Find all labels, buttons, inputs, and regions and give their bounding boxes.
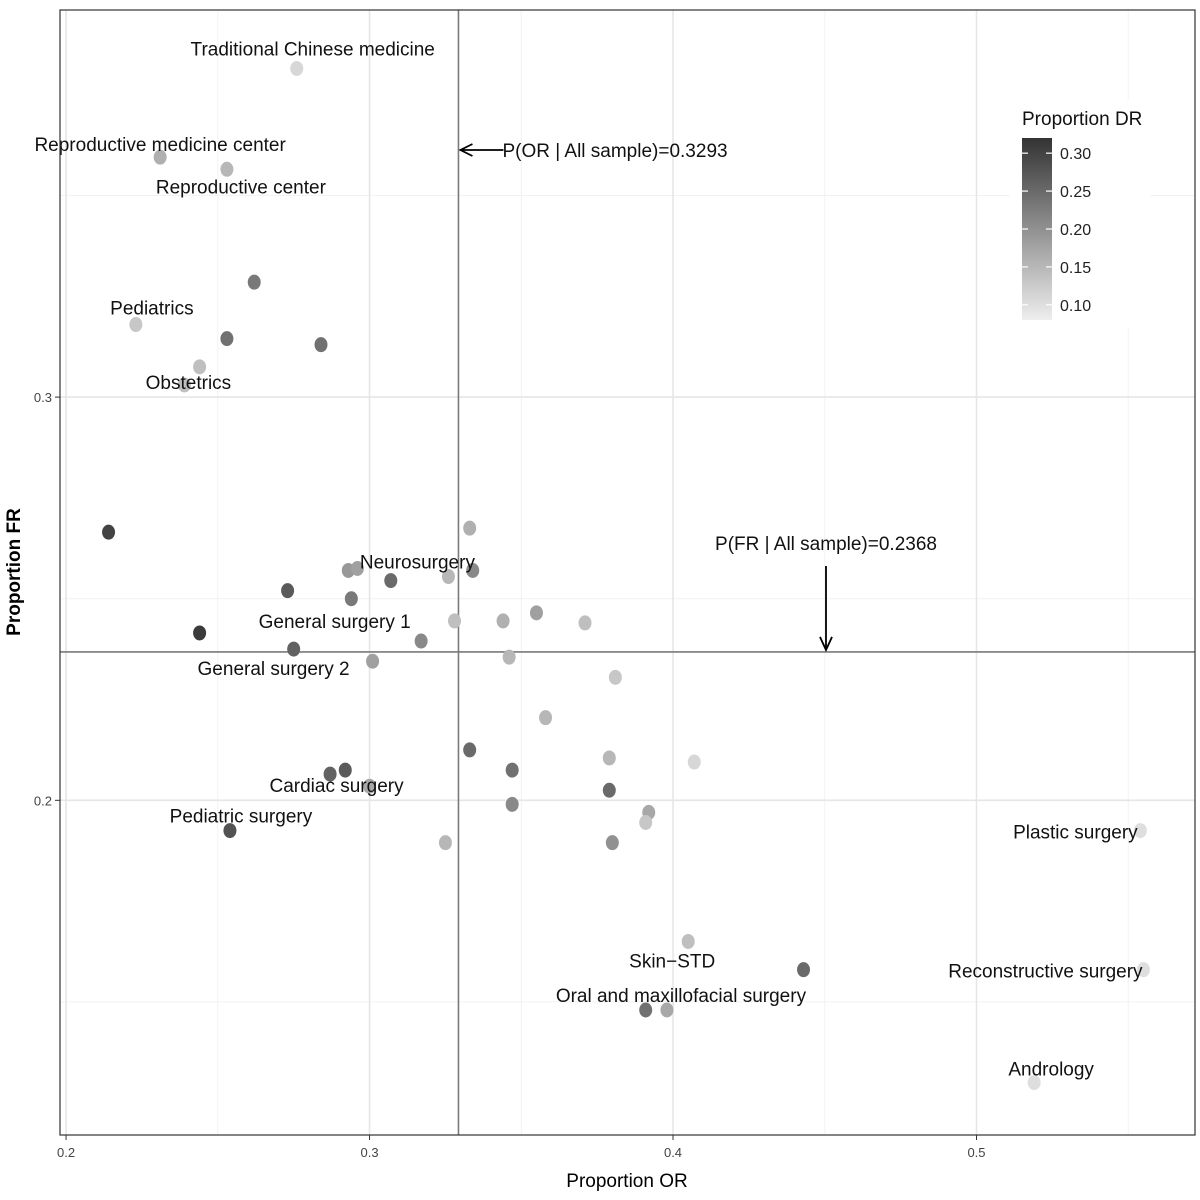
y-tick-label: 0.2 — [34, 793, 52, 808]
data-point — [153, 149, 167, 165]
data-point — [605, 835, 619, 851]
data-point — [441, 569, 455, 585]
data-point — [1136, 962, 1150, 978]
y-axis-ticks: 0.2 0.3 — [34, 390, 60, 808]
y-axis-title: Proportion FR — [4, 508, 25, 636]
legend-tick-label: 0.20 — [1060, 222, 1091, 239]
point-labels: Traditional Chinese medicine Reproductive… — [34, 39, 1143, 1080]
data-point — [366, 653, 380, 669]
data-point — [438, 835, 452, 851]
legend-title: Proportion DR — [1022, 109, 1142, 130]
data-point — [220, 331, 234, 347]
grid-lines — [60, 10, 1195, 1135]
data-point — [129, 317, 143, 333]
data-points — [102, 60, 1150, 1091]
data-point — [639, 815, 653, 830]
point-label: Pediatrics — [110, 299, 193, 320]
point-label: General surgery 1 — [259, 612, 411, 633]
data-point — [608, 669, 622, 685]
data-point — [314, 337, 328, 353]
arrow-or-head — [458, 143, 473, 157]
x-axis-ticks: 0.2 0.3 0.4 0.5 — [57, 1135, 986, 1160]
data-point — [323, 766, 337, 782]
data-point — [602, 750, 616, 766]
data-point — [639, 1002, 653, 1018]
data-point — [290, 60, 304, 76]
data-point — [539, 710, 553, 726]
data-point — [193, 625, 207, 641]
x-tick-label: 0.3 — [361, 1145, 379, 1160]
legend-tick-label: 0.15 — [1060, 260, 1091, 277]
data-point — [466, 562, 480, 578]
point-label: Reconstructive surgery — [948, 962, 1143, 983]
reference-lines — [60, 10, 1195, 1135]
data-point — [502, 649, 516, 665]
data-point — [384, 573, 398, 589]
point-label: Reproductive center — [156, 177, 327, 198]
legend-ticks: 0.30 0.25 0.20 0.15 0.10 — [1022, 146, 1091, 315]
data-point — [797, 962, 811, 978]
data-point — [287, 641, 301, 657]
data-point — [1027, 1075, 1041, 1091]
data-point — [602, 782, 616, 798]
data-point — [102, 524, 116, 540]
data-point — [505, 762, 519, 778]
data-point — [344, 591, 358, 607]
x-tick-label: 0.5 — [967, 1145, 985, 1160]
data-point — [177, 377, 191, 393]
data-point — [281, 583, 295, 599]
data-point — [687, 754, 701, 770]
data-point — [338, 762, 352, 778]
data-point — [578, 615, 592, 631]
data-point — [193, 359, 207, 375]
annotation-fr-label: P(FR | All sample)=0.2368 — [715, 534, 937, 555]
data-point — [463, 520, 477, 536]
point-label: General surgery 2 — [198, 659, 350, 680]
data-point — [363, 778, 377, 794]
data-point — [660, 1002, 674, 1018]
data-point — [223, 823, 237, 839]
point-label: Obstetrics — [146, 373, 232, 394]
data-point — [350, 560, 364, 576]
color-legend: Proportion DR 0.30 0.25 0.20 0.15 0.10 — [1010, 100, 1150, 328]
data-point — [463, 742, 477, 758]
data-point — [247, 274, 261, 290]
annotation-or-label: P(OR | All sample)=0.3293 — [502, 141, 727, 162]
point-label: Cardiac surgery — [269, 776, 404, 797]
data-point — [496, 613, 510, 629]
point-label: Pediatric surgery — [170, 807, 313, 828]
point-label: Plastic surgery — [1013, 823, 1138, 844]
data-point — [681, 933, 695, 949]
x-axis-title: Proportion OR — [566, 1171, 687, 1192]
data-point — [220, 161, 234, 177]
point-label: Skin−STD — [629, 951, 715, 972]
panel-border — [59, 9, 1196, 1136]
point-label: Oral and maxillofacial surgery — [556, 986, 807, 1007]
data-point — [529, 605, 543, 621]
legend-tick-label: 0.25 — [1060, 184, 1091, 201]
data-point — [448, 613, 462, 629]
point-label: Neurosurgery — [360, 552, 476, 573]
data-point — [414, 633, 428, 649]
point-label: Andrology — [1008, 1060, 1094, 1081]
legend-tick-label: 0.10 — [1060, 298, 1091, 315]
legend-tick-label: 0.30 — [1060, 146, 1091, 163]
x-tick-label: 0.2 — [57, 1145, 75, 1160]
x-tick-label: 0.4 — [664, 1145, 682, 1160]
point-label: Traditional Chinese medicine — [191, 39, 435, 60]
arrow-fr-head — [819, 636, 833, 653]
data-point — [505, 796, 519, 812]
point-label: Reproductive medicine center — [34, 135, 286, 156]
data-point — [1133, 823, 1147, 839]
reference-annotations: P(OR | All sample)=0.3293 P(FR | All samp… — [458, 141, 937, 653]
y-tick-label: 0.3 — [34, 390, 52, 405]
